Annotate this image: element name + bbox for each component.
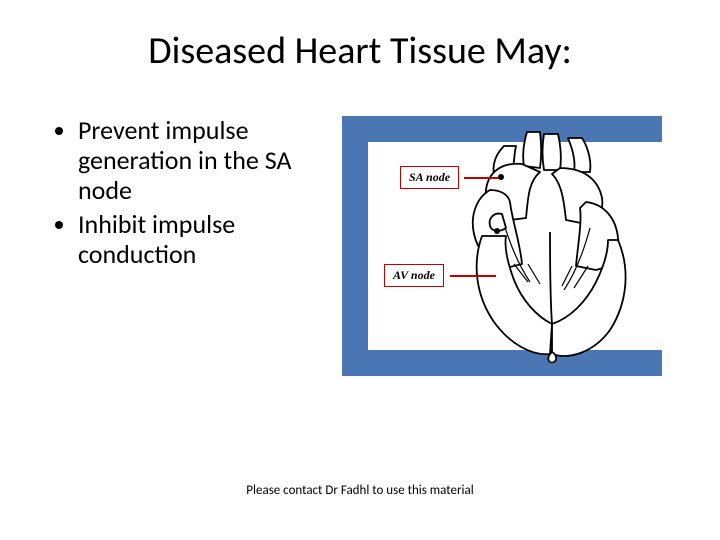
heart-diagram xyxy=(432,124,662,368)
content-row: Prevent impulse generation in the SA nod… xyxy=(40,116,680,376)
footer-note: Please contact Dr Fadhl to use this mate… xyxy=(0,483,720,498)
sa-node-dot xyxy=(498,174,504,180)
bullet-list: Prevent impulse generation in the SA nod… xyxy=(40,116,330,376)
av-node-dot xyxy=(494,228,500,234)
sa-leader-line xyxy=(464,177,500,179)
av-leader-line xyxy=(450,275,496,277)
bullet-item: Inhibit impulse conduction xyxy=(78,210,330,270)
bullet-item: Prevent impulse generation in the SA nod… xyxy=(78,116,330,206)
sa-node-label: SA node xyxy=(400,166,459,189)
slide: Diseased Heart Tissue May: Prevent impul… xyxy=(0,0,720,540)
heart-figure: SA node AV node xyxy=(342,116,662,376)
slide-title: Diseased Heart Tissue May: xyxy=(40,28,680,74)
av-node-label: AV node xyxy=(384,264,444,287)
